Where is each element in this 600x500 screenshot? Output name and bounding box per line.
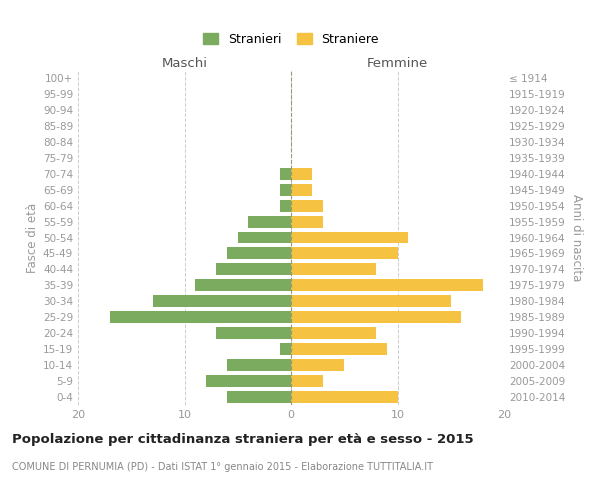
Bar xyxy=(291,375,323,387)
Bar xyxy=(227,359,291,371)
Bar xyxy=(217,327,291,339)
Bar xyxy=(291,184,313,196)
Bar xyxy=(280,200,291,211)
Y-axis label: Anni di nascita: Anni di nascita xyxy=(570,194,583,281)
Y-axis label: Fasce di età: Fasce di età xyxy=(26,202,39,272)
Bar xyxy=(227,391,291,403)
Bar xyxy=(291,327,376,339)
Bar xyxy=(280,343,291,355)
Bar xyxy=(291,343,387,355)
Bar xyxy=(291,312,461,323)
Legend: Stranieri, Straniere: Stranieri, Straniere xyxy=(203,32,379,46)
Bar xyxy=(280,184,291,196)
Bar xyxy=(291,248,398,260)
Bar xyxy=(248,216,291,228)
Bar xyxy=(227,248,291,260)
Bar xyxy=(291,168,313,179)
Bar xyxy=(291,391,398,403)
Bar xyxy=(206,375,291,387)
Text: Maschi: Maschi xyxy=(161,57,208,70)
Bar xyxy=(152,296,291,308)
Bar xyxy=(110,312,291,323)
Bar xyxy=(291,200,323,211)
Bar xyxy=(291,280,483,291)
Bar xyxy=(291,359,344,371)
Bar xyxy=(291,232,408,243)
Bar xyxy=(238,232,291,243)
Bar xyxy=(291,264,376,276)
Bar xyxy=(195,280,291,291)
Text: Femmine: Femmine xyxy=(367,57,428,70)
Text: Popolazione per cittadinanza straniera per età e sesso - 2015: Popolazione per cittadinanza straniera p… xyxy=(12,432,473,446)
Bar xyxy=(291,216,323,228)
Bar xyxy=(217,264,291,276)
Bar xyxy=(291,296,451,308)
Bar xyxy=(280,168,291,179)
Text: COMUNE DI PERNUMIA (PD) - Dati ISTAT 1° gennaio 2015 - Elaborazione TUTTITALIA.I: COMUNE DI PERNUMIA (PD) - Dati ISTAT 1° … xyxy=(12,462,433,472)
